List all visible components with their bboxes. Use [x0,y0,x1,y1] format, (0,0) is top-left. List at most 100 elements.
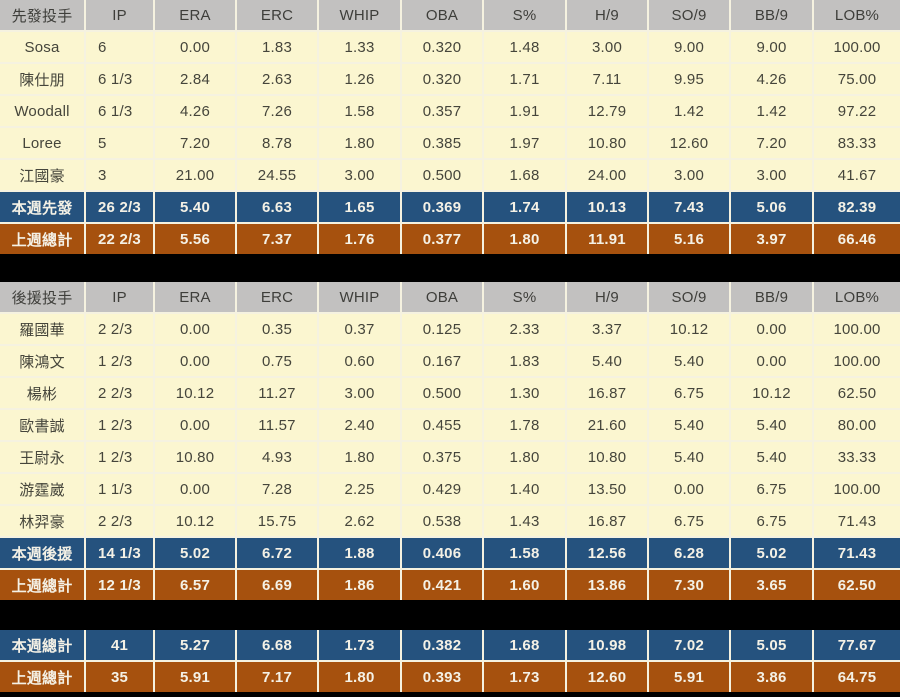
stat-value-cell: 66.46 [814,224,900,254]
stat-value-cell: 100.00 [814,32,900,62]
stat-value-cell: 6 1/3 [86,64,153,94]
totals-table: 本週總計 41 5.27 6.68 1.73 0.382 1.68 10.98 7.02 5.05… [0,630,900,692]
stat-value-cell: 10.80 [567,128,647,158]
stat-value-cell: 1.86 [319,570,400,600]
stat-value-cell: 1.97 [484,128,565,158]
stat-value-cell: 6.75 [649,506,729,536]
column-header-cell: SO/9 [649,0,729,30]
stat-value-cell: 0.75 [237,346,317,376]
stat-value-cell: 1.42 [649,96,729,126]
stat-value-cell: 0.385 [402,128,482,158]
stat-value-cell: 13.50 [567,474,647,504]
stat-value-cell: 2.33 [484,314,565,344]
stat-value-cell: 80.00 [814,410,900,440]
stat-value-cell: 6 [86,32,153,62]
stat-value-cell: 0.377 [402,224,482,254]
stat-value-cell: 7.02 [649,630,729,660]
stat-value-cell: 0.35 [237,314,317,344]
column-header-cell: IP [86,0,153,30]
stat-value-cell: 7.43 [649,192,729,222]
stat-value-cell: 1.68 [484,630,565,660]
stat-value-cell: 1.60 [484,570,565,600]
stat-value-cell: 5.91 [649,662,729,692]
stat-value-cell: 1.80 [484,224,565,254]
stat-value-cell: 1.91 [484,96,565,126]
column-header-cell: 後援投手 [0,282,84,312]
stat-value-cell: 3.65 [731,570,812,600]
stat-value-cell: 3 [86,160,153,190]
stat-value-cell: 62.50 [814,570,900,600]
stat-value-cell: 71.43 [814,506,900,536]
player-name-cell: 歐書誠 [0,410,84,440]
column-header-cell: IP [86,282,153,312]
summary-label-cell: 上週總計 [0,224,84,254]
stat-value-cell: 1.40 [484,474,565,504]
player-name-cell: 林羿豪 [0,506,84,536]
starting-pitchers-table: 先發投手 IP ERA ERC WHIP OBA S% H/9 SO/9 BB/9 LOB% Sosa… [0,0,900,254]
stat-value-cell: 0.375 [402,442,482,472]
stat-value-cell: 12.79 [567,96,647,126]
stat-value-cell: 33.33 [814,442,900,472]
column-header-cell: WHIP [319,282,400,312]
stat-value-cell: 10.80 [155,442,235,472]
stat-value-cell: 0.455 [402,410,482,440]
stat-value-cell: 1.26 [319,64,400,94]
column-header-cell: OBA [402,0,482,30]
stat-value-cell: 97.22 [814,96,900,126]
stat-value-cell: 14 1/3 [86,538,153,568]
stat-value-cell: 0.00 [731,346,812,376]
stat-value-cell: 6 1/3 [86,96,153,126]
stat-value-cell: 10.12 [155,378,235,408]
stat-value-cell: 1.58 [319,96,400,126]
stat-value-cell: 0.00 [155,410,235,440]
stat-value-cell: 0.167 [402,346,482,376]
stat-value-cell: 8.78 [237,128,317,158]
summary-label-cell: 上週總計 [0,662,84,692]
stat-value-cell: 5.06 [731,192,812,222]
stat-value-cell: 13.86 [567,570,647,600]
stat-value-cell: 5.91 [155,662,235,692]
stat-value-cell: 2.62 [319,506,400,536]
stat-value-cell: 5.02 [155,538,235,568]
stat-value-cell: 100.00 [814,474,900,504]
column-header-cell: ERA [155,0,235,30]
stat-value-cell: 0.00 [155,346,235,376]
stat-value-cell: 0.393 [402,662,482,692]
stat-value-cell: 2 2/3 [86,506,153,536]
stat-value-cell: 2.40 [319,410,400,440]
stat-value-cell: 100.00 [814,346,900,376]
player-name-cell: Loree [0,128,84,158]
stat-value-cell: 3.00 [649,160,729,190]
stat-value-cell: 12 1/3 [86,570,153,600]
stat-value-cell: 6.57 [155,570,235,600]
stat-value-cell: 11.27 [237,378,317,408]
column-header-cell: H/9 [567,0,647,30]
column-header-cell: LOB% [814,282,900,312]
stat-value-cell: 2 2/3 [86,314,153,344]
player-name-cell: 羅國華 [0,314,84,344]
stat-value-cell: 0.37 [319,314,400,344]
stat-value-cell: 0.125 [402,314,482,344]
stat-value-cell: 0.320 [402,64,482,94]
column-header-cell: 先發投手 [0,0,84,30]
stat-value-cell: 5.40 [731,442,812,472]
relief-pitchers-table: 後援投手 IP ERA ERC WHIP OBA S% H/9 SO/9 BB/9 LOB% 羅國華 2… [0,282,900,600]
stat-value-cell: 1 2/3 [86,410,153,440]
stat-value-cell: 1.78 [484,410,565,440]
stat-value-cell: 5.27 [155,630,235,660]
stat-value-cell: 2.84 [155,64,235,94]
stat-value-cell: 5.40 [155,192,235,222]
stat-value-cell: 0.429 [402,474,482,504]
stat-value-cell: 11.91 [567,224,647,254]
stat-value-cell: 10.12 [155,506,235,536]
stat-value-cell: 6.69 [237,570,317,600]
stat-value-cell: 3.86 [731,662,812,692]
stat-value-cell: 5 [86,128,153,158]
stat-value-cell: 5.56 [155,224,235,254]
stat-value-cell: 3.00 [567,32,647,62]
player-name-cell: Woodall [0,96,84,126]
stat-value-cell: 5.40 [649,442,729,472]
stat-value-cell: 1 2/3 [86,346,153,376]
column-header-cell: S% [484,0,565,30]
stat-value-cell: 3.97 [731,224,812,254]
